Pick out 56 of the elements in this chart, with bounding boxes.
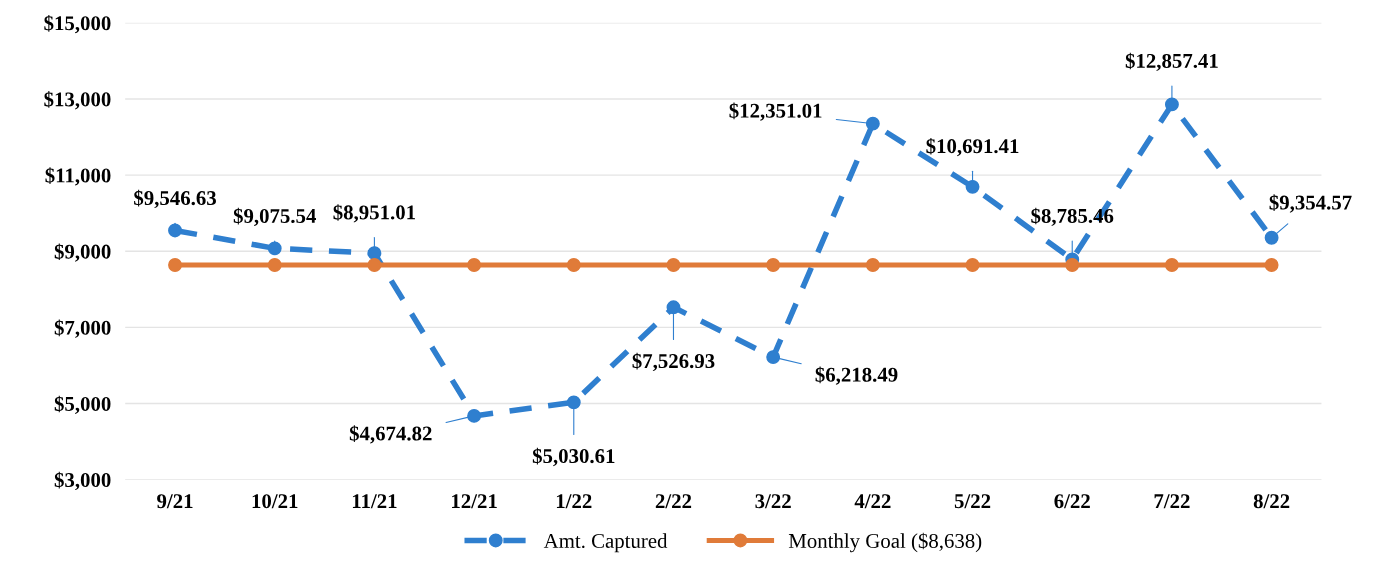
point (1264, 258, 1279, 272)
point (467, 258, 482, 272)
point (766, 350, 781, 365)
point (865, 258, 880, 272)
point (965, 258, 980, 272)
data-label: $8,951.01 (333, 204, 415, 223)
x-tick-label: 5/22 (954, 494, 991, 509)
point (467, 408, 482, 423)
data-label: $10,691.41 (926, 137, 1019, 157)
y-tick-label: $13,000 (44, 91, 111, 110)
data-label: $9,075.54 (233, 207, 316, 227)
y-tick-label: $9,000 (54, 243, 111, 262)
point (1164, 97, 1179, 112)
point (566, 258, 581, 272)
point (168, 223, 182, 238)
x-tick-label: 8/22 (1253, 494, 1290, 509)
y-tick-label: $15,000 (44, 14, 111, 34)
legend-label: Amt. Captured (543, 533, 668, 553)
x-tick-label: 7/22 (1154, 494, 1190, 509)
y-tick-label: $3,000 (54, 471, 111, 491)
x-tick-label: 2/22 (655, 494, 692, 509)
y-tick-label: $5,000 (54, 395, 111, 414)
legend-label: Monthly Goal ($8,638) (788, 532, 982, 553)
point (267, 241, 282, 256)
point (1164, 258, 1179, 272)
data-label: $6,218.49 (815, 366, 898, 385)
data-label: $9,546.63 (134, 189, 216, 209)
point (566, 395, 581, 410)
data-label: $8,785.46 (1031, 207, 1114, 226)
x-tick-label: 12/21 (452, 494, 497, 509)
point (865, 116, 880, 131)
x-tick-label: 9/21 (157, 494, 193, 509)
data-label: $9,354.57 (1269, 194, 1352, 213)
point (168, 258, 182, 272)
x-tick-label: 1/22 (556, 494, 592, 509)
point (267, 258, 282, 272)
data-label: $7,526.93 (632, 352, 715, 372)
x-tick-label: 4/22 (854, 494, 891, 509)
x-tick-label: 6/22 (1054, 494, 1090, 509)
data-label: $12,857.41 (1125, 52, 1218, 71)
data-label: $4,674.82 (349, 425, 432, 444)
y-tick-label: $11,000 (45, 167, 111, 186)
point (766, 258, 781, 272)
data-label: $12,351.01 (729, 102, 822, 121)
point (965, 179, 980, 194)
x-tick-label: 3/22 (755, 494, 791, 509)
point (1264, 230, 1279, 245)
data-label: $5,030.61 (532, 447, 615, 467)
y-tick-label: $7,000 (54, 319, 111, 338)
x-tick-label: 11/21 (352, 494, 397, 509)
x-tick-label: 10/21 (252, 494, 298, 509)
point (666, 258, 681, 272)
point (666, 300, 681, 315)
point (367, 246, 382, 261)
point (1065, 258, 1080, 272)
point (367, 258, 382, 272)
